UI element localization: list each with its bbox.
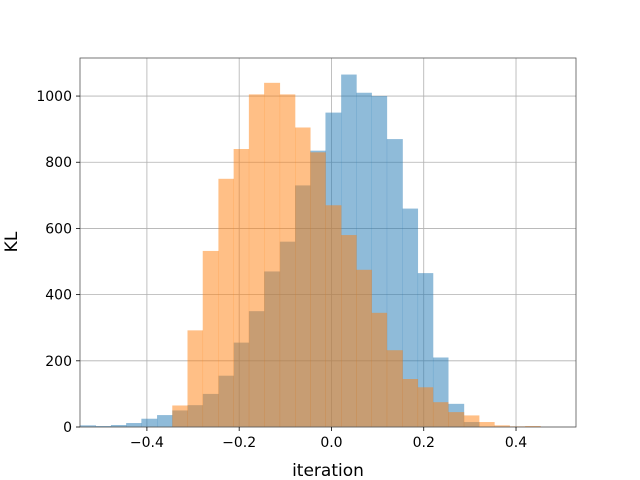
histogram-bar	[325, 205, 342, 427]
histogram-bar	[202, 250, 219, 427]
histogram-bar	[402, 208, 419, 427]
x-tick-label: −0.2	[222, 435, 256, 451]
histogram-bar	[172, 405, 188, 427]
y-axis-label: KL	[2, 231, 22, 252]
histogram-bar	[386, 350, 403, 427]
x-tick-label: 0.2	[413, 435, 435, 451]
histogram-bar	[187, 330, 204, 427]
histogram-bar	[525, 426, 541, 427]
histogram-bar	[371, 312, 388, 427]
series-orange	[172, 82, 541, 428]
plot-frame	[79, 57, 577, 428]
histogram-bar	[110, 425, 127, 427]
histogram-bar	[310, 152, 326, 427]
histogram-bar	[402, 379, 419, 427]
histogram-bars	[80, 74, 541, 428]
x-axis-label: iteration	[292, 461, 364, 480]
histogram-bar	[126, 423, 142, 427]
histogram-bar	[218, 178, 234, 427]
histogram-bar	[463, 415, 480, 427]
x-tick-label: 0.4	[505, 435, 527, 451]
histogram-bar	[279, 94, 296, 427]
histogram-bar	[95, 426, 112, 427]
histogram-bar	[432, 402, 449, 427]
histogram-bar	[157, 415, 173, 427]
histogram-bar	[341, 235, 357, 427]
y-tick-label: 800	[45, 155, 72, 171]
y-tick-label: 0	[63, 420, 72, 436]
histogram-bar	[417, 387, 434, 427]
y-tick-label: 400	[45, 288, 72, 304]
axis-ticks: −0.4 −0.2 0.0 0.2 0.4 0 200 400 600 800 1000	[36, 89, 527, 451]
histogram-bar	[264, 82, 281, 428]
histogram-bar	[80, 425, 96, 427]
histogram-bar	[295, 127, 311, 428]
histogram-bar	[141, 418, 158, 427]
y-tick-label: 1000	[36, 89, 72, 105]
histogram-bar	[356, 269, 372, 427]
histogram-bar	[248, 94, 265, 427]
histogram-bar	[233, 149, 250, 427]
histogram-bar	[448, 412, 465, 427]
histogram-bar	[479, 422, 495, 427]
y-tick-label: 600	[45, 221, 72, 237]
y-tick-label: 200	[45, 354, 72, 370]
x-tick-label: 0.0	[320, 435, 342, 451]
histogram-bar	[494, 425, 510, 427]
x-tick-label: −0.4	[130, 435, 164, 451]
